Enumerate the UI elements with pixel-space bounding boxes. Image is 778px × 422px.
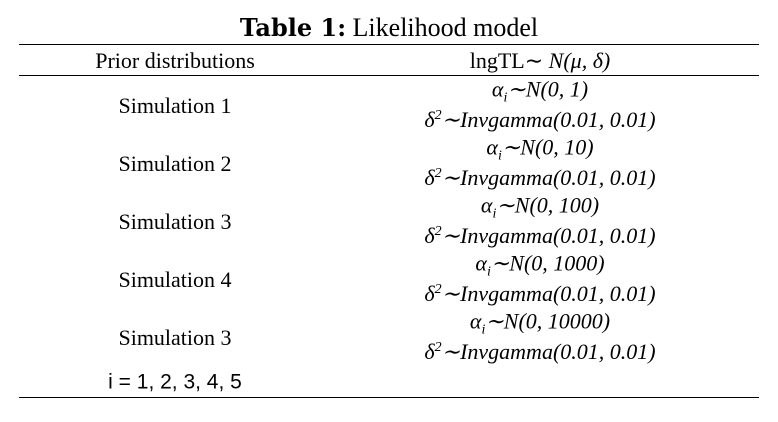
distribution: ∼N(0, 1): [507, 76, 589, 102]
index: i: [492, 206, 497, 222]
row-label: Simulation 3: [118, 325, 232, 350]
header-formula: N(μ, δ): [548, 48, 611, 73]
distribution: ∼Invgamma(0.01, 0.01): [441, 281, 656, 307]
header-cell: Prior distributions: [95, 48, 255, 73]
distribution: ∼N(0, 10000): [485, 308, 611, 334]
distribution: ∼N(0, 100): [496, 192, 600, 218]
symbol: δ: [424, 223, 435, 249]
delta-prior: δ2∼Invgamma(0.01, 0.01): [424, 223, 656, 249]
top-rule: [19, 44, 759, 45]
symbol: δ: [424, 281, 435, 307]
index: 2: [434, 223, 442, 239]
delta-prior: δ2∼Invgamma(0.01, 0.01): [424, 107, 656, 133]
symbol: α: [475, 250, 487, 276]
index: 2: [434, 107, 442, 123]
row-label: Simulation 4: [118, 267, 232, 292]
title-text: Likelihood model: [352, 13, 539, 42]
footer-note: i = 1, 2, 3, 4, 5: [108, 370, 242, 394]
index: 2: [434, 339, 442, 355]
alpha-prior: αi∼N(0, 10): [486, 136, 593, 163]
distribution: ∼N(0, 10): [501, 134, 594, 160]
index: 2: [434, 281, 442, 297]
row-label: Simulation 3: [118, 209, 232, 234]
symbol: α: [486, 134, 498, 160]
distribution: ∼Invgamma(0.01, 0.01): [441, 107, 656, 133]
bottom-rule: [19, 397, 759, 398]
row-label: Simulation 2: [118, 151, 232, 176]
delta-prior: δ2∼Invgamma(0.01, 0.01): [424, 165, 656, 191]
symbol: δ: [424, 107, 435, 133]
delta-prior: δ2∼Invgamma(0.01, 0.01): [424, 339, 656, 365]
symbol: α: [491, 76, 504, 102]
symbol: α: [480, 192, 493, 218]
alpha-prior: αi∼N(0, 100): [481, 194, 599, 221]
distribution: ∼Invgamma(0.01, 0.01): [441, 223, 656, 249]
alpha-prior: αi∼N(0, 1000): [475, 252, 604, 279]
header-rule: [19, 75, 759, 76]
distribution: ∼Invgamma(0.01, 0.01): [441, 339, 656, 365]
index: i: [486, 264, 491, 280]
symbol: α: [469, 308, 482, 334]
row-label: Simulation 1: [118, 93, 232, 118]
header-cell: lngTL∼ N(μ, δ): [470, 50, 611, 72]
symbol: δ: [424, 165, 435, 191]
distribution: ∼N(0, 1000): [490, 250, 605, 276]
index: i: [503, 90, 508, 106]
index: i: [497, 148, 502, 164]
table-title: Table 1: Likelihood model: [240, 15, 538, 41]
header-text: lngTL∼: [469, 48, 549, 73]
distribution: ∼Invgamma(0.01, 0.01): [441, 165, 656, 191]
alpha-prior: αi∼N(0, 1): [492, 78, 588, 105]
alpha-prior: αi∼N(0, 10000): [470, 310, 610, 337]
title-label: Table 1:: [239, 13, 347, 42]
delta-prior: δ2∼Invgamma(0.01, 0.01): [424, 281, 656, 307]
index: i: [481, 322, 486, 338]
symbol: δ: [424, 339, 435, 365]
index: 2: [434, 165, 442, 181]
